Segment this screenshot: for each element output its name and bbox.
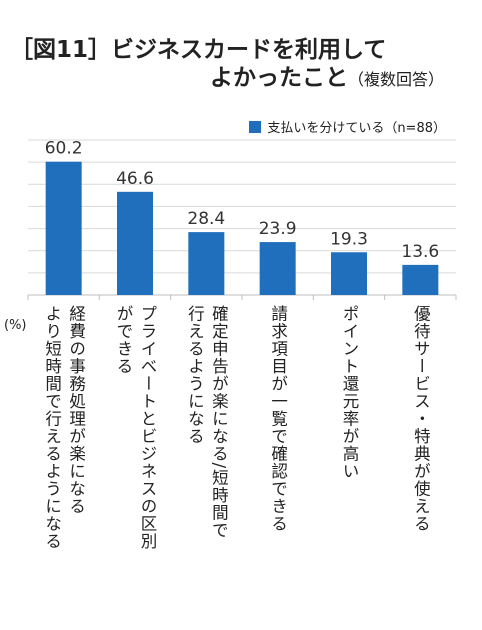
bar-4	[331, 252, 367, 295]
bar-2	[188, 232, 225, 295]
category-label-4: ポイント還元率が高い	[340, 305, 359, 480]
data-label-2: 28.4	[187, 209, 225, 229]
legend-swatch	[249, 120, 262, 133]
bar-3	[259, 242, 296, 295]
data-label-3: 23.9	[259, 219, 297, 239]
category-label-0: 経費の事務処理が楽になる より短時間で行えるようになる	[42, 305, 86, 550]
category-label-1: プライベートとビジネスの区別 ができる	[114, 305, 157, 550]
legend: 支払いを分けている（n=88）	[249, 117, 446, 136]
chart-title-line2: よかったこと（複数回答）	[210, 58, 444, 92]
bar-1	[117, 191, 153, 295]
data-label-0: 60.2	[45, 139, 83, 159]
data-label-5: 13.6	[401, 242, 439, 262]
bar-0	[45, 161, 82, 295]
chart-title-main: よかったこと	[209, 65, 348, 91]
unit-label: (%)	[4, 318, 27, 333]
category-label-5: 優待サービス・特典が使える	[411, 305, 431, 533]
legend-label: 支払いを分けている（n=88）	[267, 121, 446, 136]
category-label-2: 確定申告が楽になる/短時間で 行えるようになる	[185, 305, 229, 540]
bar-5	[402, 264, 439, 295]
chart-title-subtitle: （複数回答）	[347, 70, 444, 89]
data-label-1: 46.6	[116, 169, 154, 189]
category-label-3: 請求項目が一覧で確認できる	[268, 305, 288, 533]
data-label-4: 19.3	[330, 229, 368, 249]
chart-title-line1: ［図11］ビジネスカードを利用して	[10, 37, 387, 63]
